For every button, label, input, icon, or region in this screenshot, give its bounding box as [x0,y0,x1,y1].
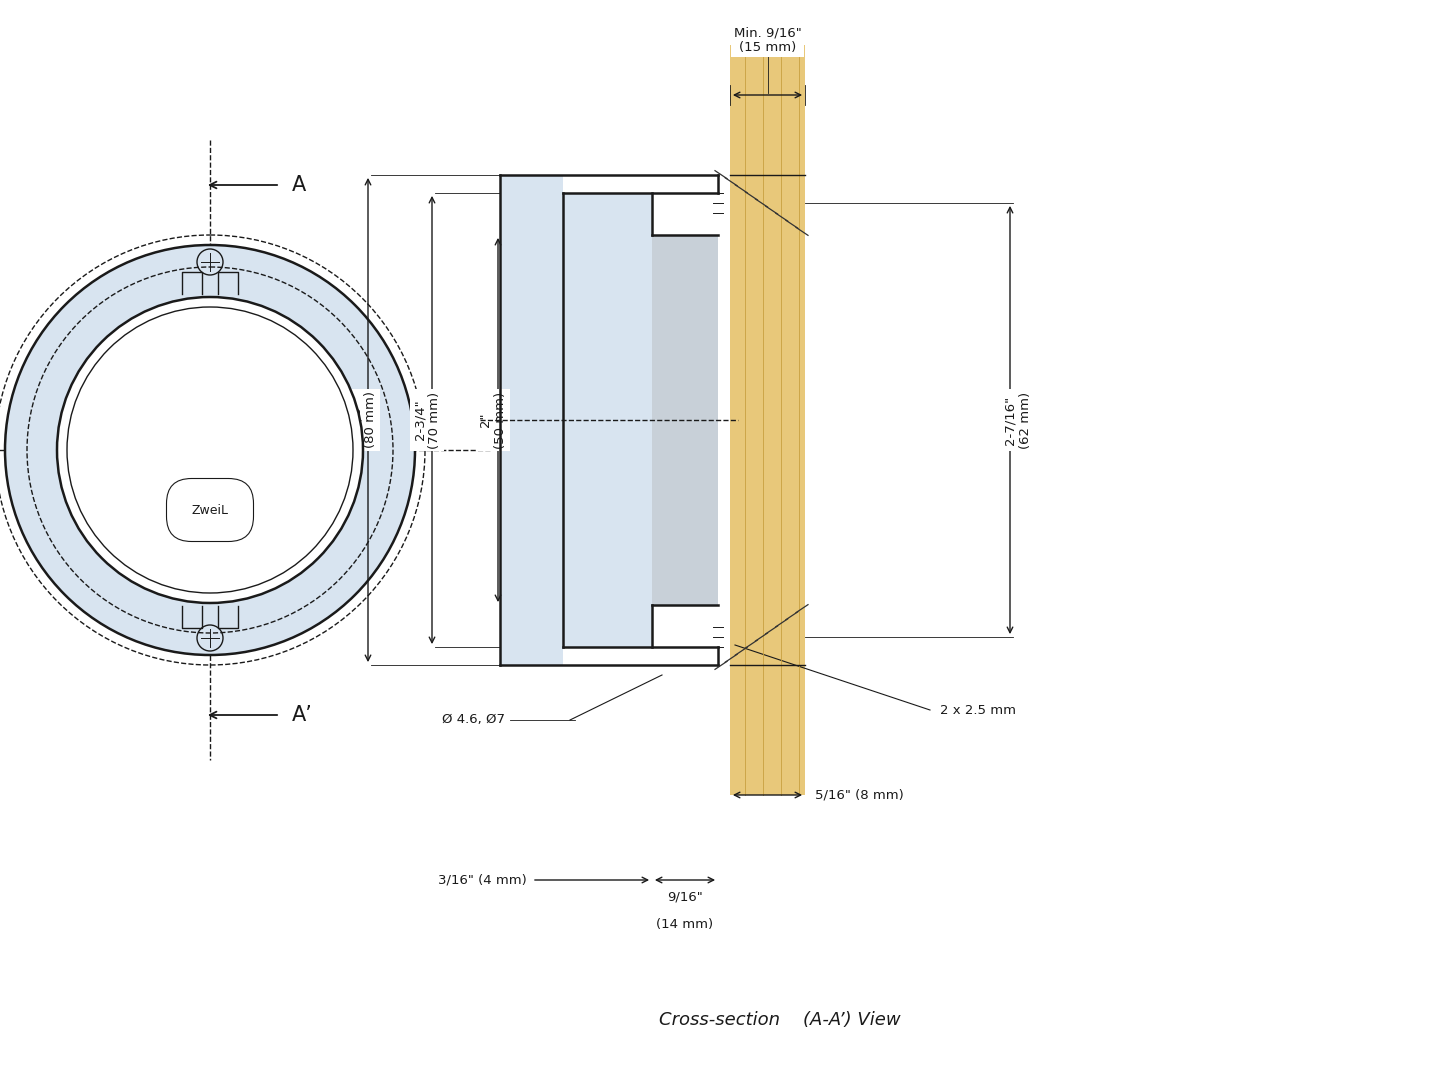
Text: 2"
(50 mm): 2" (50 mm) [478,392,507,449]
Text: ZweiL: ZweiL [192,503,228,516]
Bar [730,45,805,795]
Text: 3-1/8"
(80 mm): 3-1/8" (80 mm) [350,392,377,449]
Text: 2 x 2.5 mm: 2 x 2.5 mm [941,704,1016,717]
Text: Cross-section    (A-A’) View: Cross-section (A-A’) View [659,1011,900,1029]
Bar [500,175,564,665]
Text: A’: A’ [292,705,314,725]
Text: 9/16": 9/16" [668,890,702,903]
Text: 5/8"
(16.5): 5/8" (16.5) [666,398,704,426]
Text: 2-3/4"
(70 mm): 2-3/4" (70 mm) [413,392,441,449]
Text: 2-7/16"
(62 mm): 2-7/16" (62 mm) [1004,392,1032,449]
Text: 3/16" (4 mm): 3/16" (4 mm) [438,873,527,886]
Text: Ø 4.6, Ø7: Ø 4.6, Ø7 [442,714,504,726]
Text: (14 mm): (14 mm) [656,918,714,931]
Circle shape [56,297,363,603]
Bar [564,193,652,647]
Text: 5/16" (8 mm): 5/16" (8 mm) [815,789,903,802]
Text: A: A [292,175,306,195]
Circle shape [4,245,415,655]
Text: Min. 9/16"
(15 mm): Min. 9/16" (15 mm) [734,26,802,54]
Bar [652,235,718,605]
